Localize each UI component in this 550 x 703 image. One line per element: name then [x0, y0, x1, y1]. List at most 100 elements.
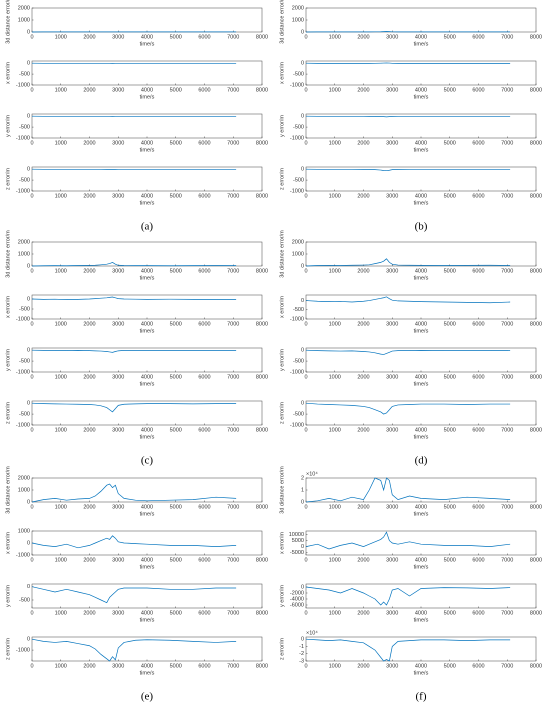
y-tick-label: -500 [293, 412, 304, 418]
x-tick-label: 2000 [83, 268, 95, 274]
x-tick-label: 3000 [386, 321, 398, 327]
x-tick-label: 8000 [530, 610, 542, 616]
x-axis-title: time/s [414, 381, 429, 387]
x-tick-label: 6000 [472, 34, 484, 40]
x-tick-label: 1000 [329, 34, 341, 40]
data-line [31, 262, 237, 267]
x-tick-label: 8000 [530, 557, 542, 563]
y-tick-label: 0 [301, 499, 304, 505]
data-line [305, 477, 511, 503]
x-tick-label: 6000 [472, 374, 484, 380]
y-tick-label: 0 [27, 296, 30, 302]
x-tick-label: 4000 [141, 87, 153, 93]
plot-frame [31, 7, 263, 33]
x-tick-label: 2000 [357, 193, 369, 199]
x-tick-label: 3000 [112, 34, 124, 40]
x-tick-label: 5000 [444, 663, 456, 669]
y-multiplier: ×10⁴ [306, 470, 318, 477]
x-tick-label: 5000 [170, 268, 182, 274]
y-tick-label: -1000 [16, 82, 30, 88]
x-tick-label: 5000 [170, 374, 182, 380]
y-axis-title: 3d distance error/m [5, 0, 11, 44]
x-tick-label: 4000 [141, 504, 153, 510]
y-tick-label: 0 [27, 61, 30, 67]
x-tick-label: 1000 [329, 504, 341, 510]
x-tick-label: 3000 [386, 557, 398, 563]
y-axis-title: 3d distance error/m [279, 466, 285, 514]
x-axis-title: time/s [140, 381, 155, 387]
x-tick-label: 1000 [329, 321, 341, 327]
y-tick-label: 0 [301, 544, 304, 550]
x-tick-label: 2000 [83, 504, 95, 510]
x-tick-label: 3000 [112, 427, 124, 433]
y-tick-label: 0 [301, 263, 304, 269]
y-axis-title: 3d distance error/m [279, 230, 285, 278]
panel-label: (f) [416, 691, 427, 703]
x-tick-label: 2000 [357, 427, 369, 433]
x-tick-label: 3000 [112, 610, 124, 616]
x-tick-label: 4000 [415, 557, 427, 563]
data-line [305, 296, 511, 304]
x-tick-label: 8000 [256, 374, 268, 380]
x-tick-label: 7000 [501, 557, 513, 563]
y-tick-label: -500 [293, 307, 304, 313]
x-tick-label: 7000 [227, 374, 239, 380]
y-tick-label: -500 [19, 72, 30, 78]
y-tick-label: -1000 [290, 82, 304, 88]
x-tick-label: 5000 [170, 427, 182, 433]
y-tick-label: -500 [293, 359, 304, 365]
x-tick-label: 0 [304, 427, 307, 433]
x-tick-label: 0 [30, 34, 33, 40]
y-tick-label: -4000 [290, 596, 304, 602]
y-axis-title: y error/m [279, 585, 285, 607]
x-tick-label: 0 [30, 663, 33, 669]
x-tick-label: 5000 [444, 87, 456, 93]
x-tick-label: 4000 [415, 34, 427, 40]
x-tick-label: 1000 [55, 663, 67, 669]
x-tick-label: 4000 [141, 268, 153, 274]
plot-frame [31, 60, 263, 86]
x-tick-label: 3000 [112, 193, 124, 199]
x-tick-label: 0 [304, 140, 307, 146]
x-tick-label: 1000 [329, 374, 341, 380]
x-tick-label: 8000 [256, 193, 268, 199]
x-tick-label: 6000 [472, 557, 484, 563]
x-tick-label: 0 [30, 268, 33, 274]
y-axis-title: 3d distance error/m [5, 230, 11, 278]
y-tick-label: 5000 [292, 538, 304, 544]
y-tick-label: 1000 [18, 528, 30, 534]
x-tick-label: 4000 [415, 374, 427, 380]
x-tick-label: 7000 [227, 663, 239, 669]
y-tick-label: 0 [301, 584, 304, 590]
plot-frame [305, 113, 537, 139]
x-tick-label: 3000 [386, 374, 398, 380]
x-tick-label: 6000 [472, 87, 484, 93]
y-tick-label: -500 [19, 125, 30, 131]
plot-frame [305, 477, 537, 503]
x-tick-label: 5000 [170, 140, 182, 146]
x-tick-label: 8000 [256, 268, 268, 274]
x-tick-label: 6000 [472, 610, 484, 616]
x-tick-label: 0 [304, 504, 307, 510]
x-tick-label: 5000 [444, 268, 456, 274]
x-tick-label: 5000 [170, 193, 182, 199]
x-tick-label: 7000 [227, 427, 239, 433]
y-tick-label: 1000 [18, 17, 30, 23]
y-tick-label: -1 [299, 644, 304, 650]
x-tick-label: 6000 [472, 321, 484, 327]
x-axis-title: time/s [414, 94, 429, 100]
x-tick-label: 0 [304, 374, 307, 380]
y-multiplier: ×10⁴ [306, 629, 318, 636]
x-tick-label: 4000 [415, 321, 427, 327]
x-axis-title: time/s [140, 670, 155, 676]
y-tick-label: -2000 [290, 590, 304, 596]
x-tick-label: 7000 [227, 610, 239, 616]
x-tick-label: 6000 [472, 427, 484, 433]
x-tick-label: 5000 [444, 374, 456, 380]
x-tick-label: 8000 [530, 34, 542, 40]
y-tick-label: 0 [301, 114, 304, 120]
x-tick-label: 7000 [501, 321, 513, 327]
plot-frame [31, 347, 263, 373]
x-tick-label: 5000 [170, 504, 182, 510]
x-tick-label: 2000 [83, 427, 95, 433]
